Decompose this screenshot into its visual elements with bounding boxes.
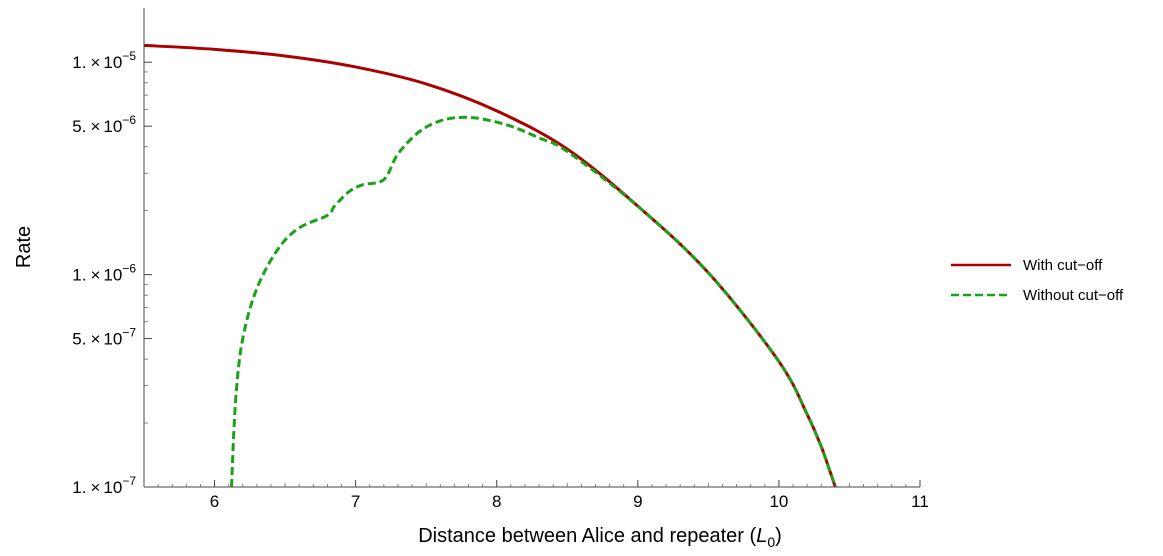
series-line-without-cutoff [229,115,837,488]
y-axis-label: Rate [13,226,35,268]
y-tick-mantissa: 1. [72,478,86,497]
y-tick-exponent: −6 [122,113,136,127]
x-tick-label: 11 [911,492,929,511]
y-tick-label: 1. × 10−7 [72,474,136,497]
x-axis-label-symbol: L [756,525,767,547]
y-tick-base: 10 [103,478,122,497]
y-ticks: 1. × 10−55. × 10−61. × 10−65. × 10−71. × 10−7 [72,49,152,497]
y-tick-times: × [90,478,100,497]
y-tick-label: 1. × 10−5 [72,49,136,72]
y-tick-times: × [90,117,100,136]
y-tick-times: × [90,266,100,285]
x-tick-label: 10 [769,492,788,511]
x-ticks: 6 7 8 9 10 11 [143,480,929,511]
y-tick-mantissa: 1. [72,266,86,285]
y-tick-mantissa: 5. [72,117,86,136]
y-tick-base: 10 [103,117,122,136]
x-axis-label: Distance between Alice and repeater (L0) [418,525,782,550]
y-tick-label: 1. × 10−6 [72,262,136,285]
x-axis-label-subscript: 0 [767,534,775,550]
y-tick-exponent: −5 [122,49,136,63]
plot-area: 6 7 8 9 10 11 1. × 10−55. × 10−61. × 10−65. × 10−71. ×… [72,8,929,511]
x-tick-label: 8 [492,492,501,511]
legend-label-without-cutoff: Without cut−off [1023,287,1124,304]
x-axis-label-close: ) [775,525,782,547]
y-tick-base: 10 [103,330,122,349]
x-tick-label: 7 [351,492,360,511]
y-tick-mantissa: 5. [72,330,86,349]
series-line-with-cutoff [143,43,837,488]
y-tick-base: 10 [103,53,122,72]
x-axis-label-text: Distance between Alice and repeater ( [418,525,756,547]
y-tick-mantissa: 1. [72,53,86,72]
x-tick-label: 9 [633,492,642,511]
y-tick-exponent: −6 [122,262,136,276]
y-tick-label: 5. × 10−6 [72,113,136,136]
y-tick-exponent: −7 [122,474,136,488]
series-layer [143,43,837,488]
x-tick-label: 6 [210,492,219,511]
y-tick-label: 5. × 10−7 [72,326,136,349]
legend-label-with-cutoff: With cut−off [1023,257,1103,274]
y-tick-exponent: −7 [122,326,136,340]
y-tick-times: × [90,330,100,349]
y-tick-times: × [90,53,100,72]
legend: With cut−off Without cut−off [951,257,1124,304]
y-tick-base: 10 [103,266,122,285]
